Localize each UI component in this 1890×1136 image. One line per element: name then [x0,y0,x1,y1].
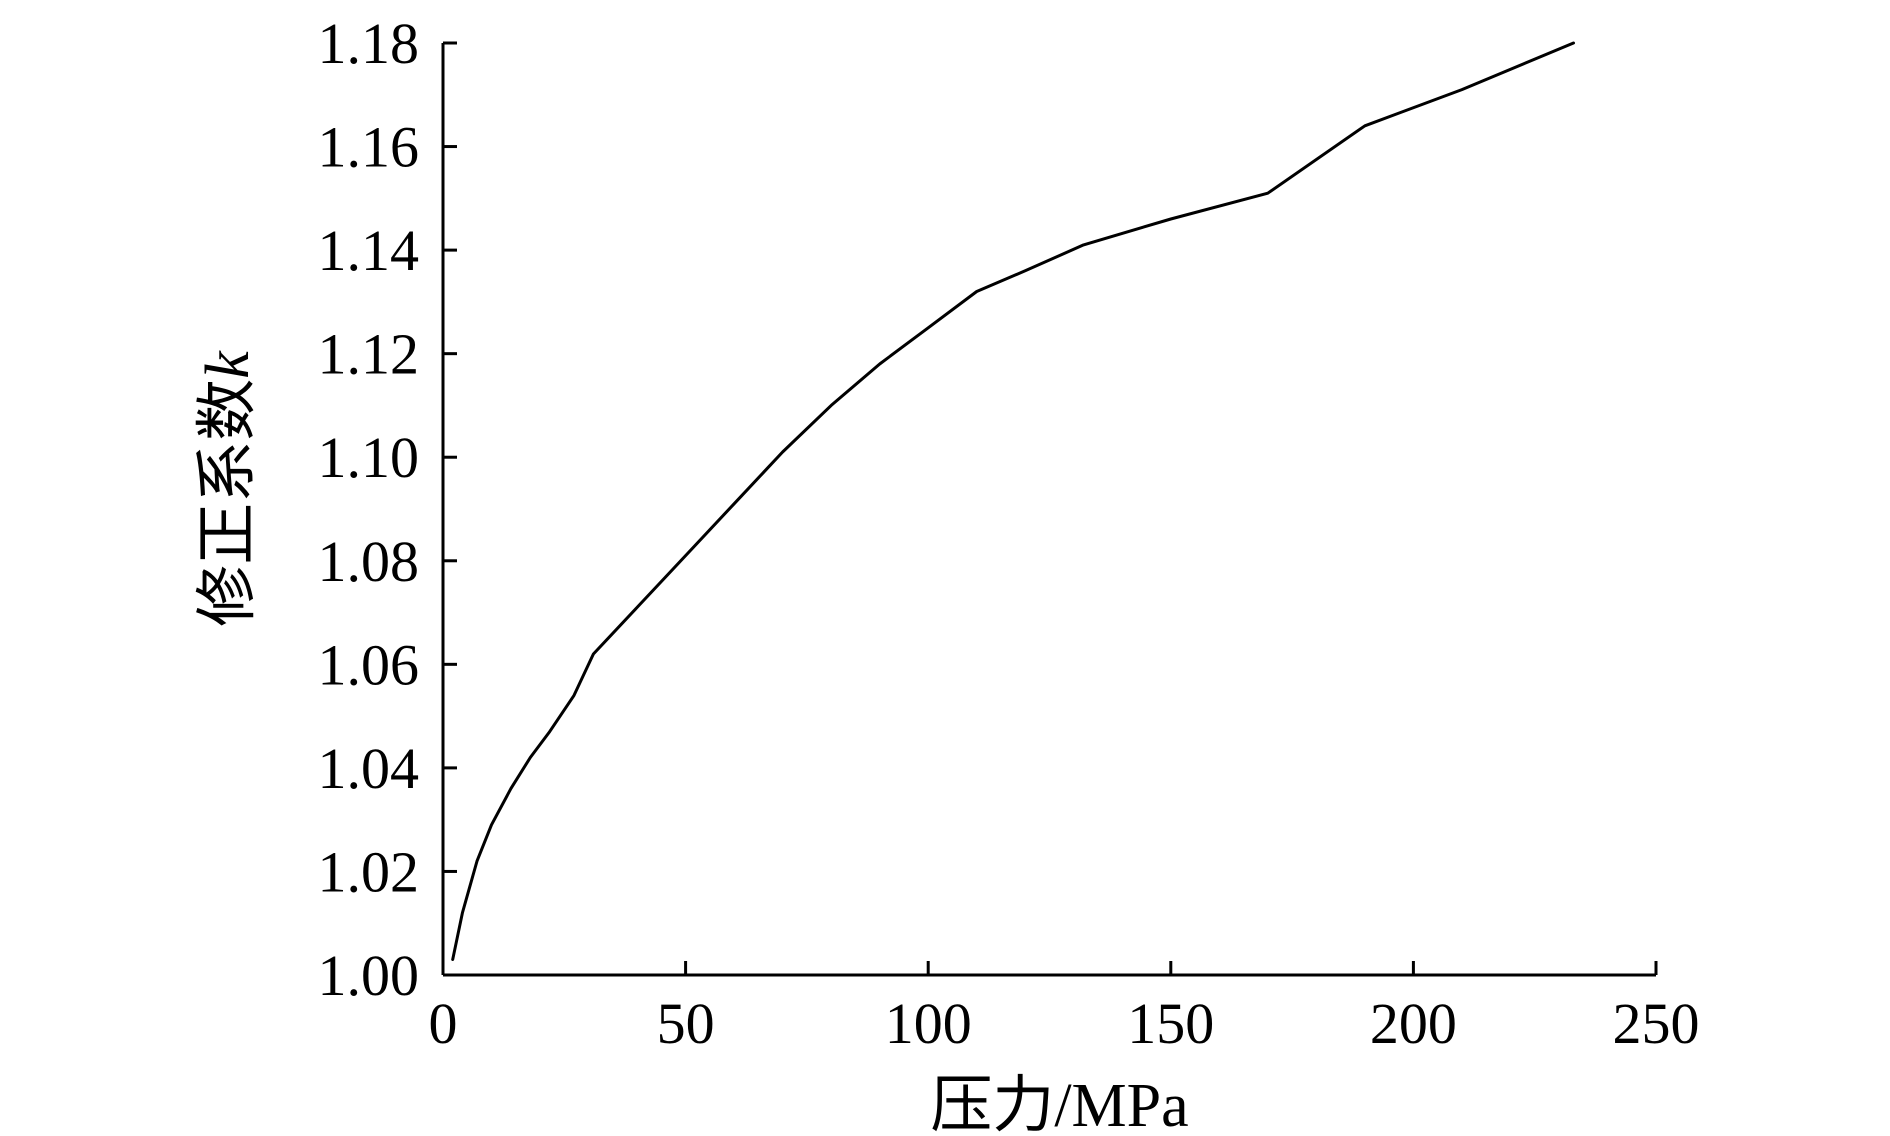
y-tick-label: 1.12 [318,322,420,387]
y-tick-label: 1.14 [318,218,420,283]
x-tick-label: 0 [429,991,458,1056]
x-tick-label: 100 [885,991,972,1056]
y-tick-label: 1.00 [318,943,420,1008]
x-tick-label: 150 [1127,991,1214,1056]
x-tick-label: 250 [1613,991,1700,1056]
x-axis-ticks: 0 50 100 150 200 250 [429,961,1700,1056]
y-tick-label: 1.08 [318,529,420,594]
x-tick-label: 50 [657,991,715,1056]
x-axis-title: 压力/MPa [930,1072,1188,1136]
y-tick-label: 1.02 [318,839,420,904]
series-line [451,41,1575,961]
y-axis-title-variable: k [194,350,262,379]
y-axis-title: 修正系数k [194,350,262,627]
y-axis-ticks: 1.00 1.02 1.04 1.06 1.08 1.10 1.12 1.14 1.16 1.18 [318,11,457,1008]
y-tick-label: 1.06 [318,632,420,697]
y-tick-label: 1.04 [318,736,420,801]
y-tick-label: 1.16 [318,115,420,180]
y-tick-label: 1.10 [318,425,420,490]
y-tick-label: 1.18 [318,11,420,76]
y-axis-title-text: 修正系数 [194,379,262,627]
x-tick-label: 200 [1370,991,1457,1056]
series-group [451,41,1575,961]
